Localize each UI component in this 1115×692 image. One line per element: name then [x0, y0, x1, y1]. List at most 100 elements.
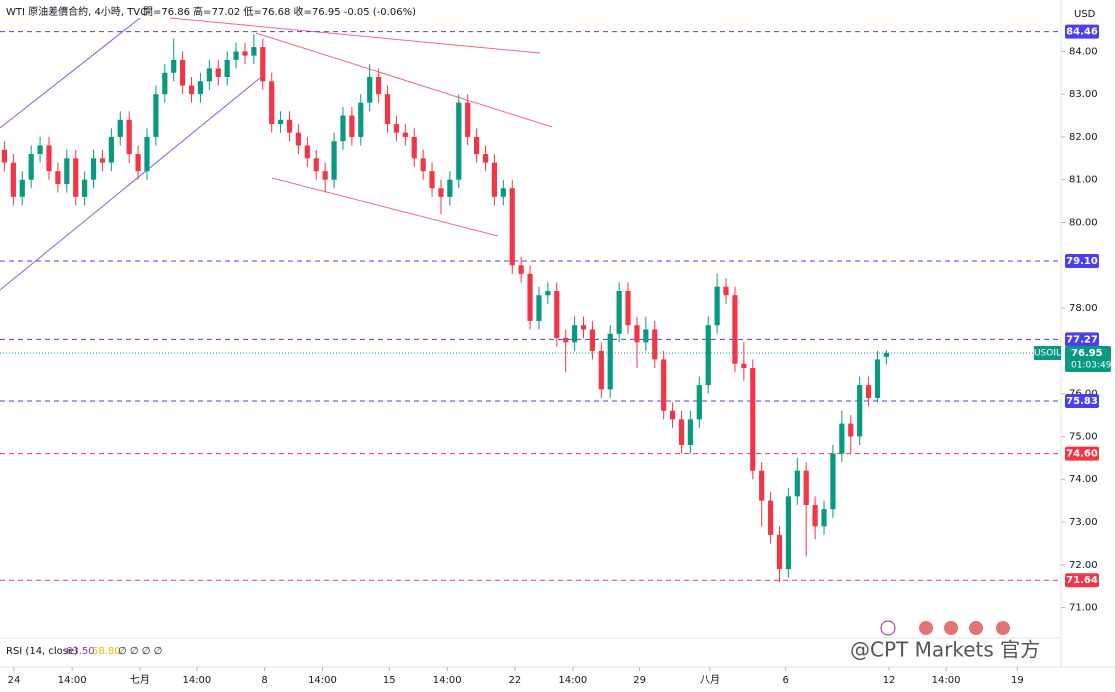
price-label: 76.95 [1071, 348, 1103, 359]
candle-body [153, 94, 159, 137]
event-icon[interactable] [944, 621, 958, 635]
candle-body [19, 179, 25, 197]
candle-body [687, 419, 694, 446]
candle-body [420, 158, 426, 172]
y-tick-label: 80.00 [1069, 218, 1098, 229]
candle-body [402, 132, 408, 137]
y-tick-label: 74.00 [1069, 474, 1098, 485]
symbol: WTI 原油差價合約, 4小時, TVC [6, 5, 147, 18]
y-tick-label: 71.00 [1069, 603, 1098, 614]
candle-body [438, 188, 444, 197]
level-label: 71.64 [1066, 575, 1098, 586]
channel-line [0, 17, 141, 129]
candle-body [554, 290, 560, 339]
candle-body [696, 385, 702, 420]
y-tick-label: 82.00 [1069, 132, 1098, 143]
candle-body [803, 470, 809, 505]
candle-body [126, 119, 132, 155]
candle-body [46, 145, 52, 172]
candle-body [661, 359, 667, 411]
trend-line [271, 177, 499, 237]
x-tick-label: 22 [509, 675, 522, 686]
candle-body [848, 423, 854, 437]
candle-body [117, 119, 123, 137]
candle-body [340, 115, 346, 142]
candle-body [456, 102, 462, 180]
level-tag [1065, 393, 1099, 408]
trend-line [169, 17, 541, 54]
event-icon[interactable] [969, 621, 983, 635]
candle-body [162, 72, 168, 95]
candle-body [580, 325, 587, 330]
candle-body [10, 162, 16, 197]
level-tag [1065, 254, 1099, 269]
level-label: 75.83 [1066, 396, 1098, 407]
candle-body [73, 158, 79, 197]
x-tick-label: 15 [383, 675, 396, 686]
x-tick-label: 14:00 [558, 675, 587, 686]
rsi-value: 63.50 [66, 646, 95, 657]
candle-body [607, 333, 613, 390]
candle-body [865, 385, 872, 398]
candle-body [108, 136, 114, 163]
candle-body [536, 295, 542, 321]
candle-body [224, 59, 230, 78]
candle-body [625, 290, 631, 326]
level-label: 77.27 [1066, 334, 1098, 345]
candle-body [482, 154, 489, 163]
candle-body [1, 149, 8, 163]
candle-body [883, 353, 889, 357]
y-tick-label: 81.00 [1069, 175, 1098, 186]
y-tick-label: 75.00 [1069, 431, 1098, 442]
candle-body [750, 367, 756, 471]
candle-body [358, 102, 364, 137]
candle-body [188, 85, 195, 95]
candle-body [28, 154, 34, 180]
y-tick-label: 72.00 [1069, 560, 1098, 571]
candle-body [812, 504, 818, 527]
currency: USD [1074, 9, 1096, 20]
candle-body [322, 171, 328, 180]
candle-body [206, 68, 212, 82]
candle-body [295, 132, 302, 146]
event-icon[interactable] [919, 621, 933, 635]
candle-body [776, 534, 783, 570]
candle-body [251, 47, 257, 56]
candle-body [286, 119, 293, 133]
event-icon[interactable] [996, 621, 1010, 635]
candle-body [874, 359, 881, 398]
candle-body [37, 145, 43, 155]
x-tick-label: 七月 [130, 674, 150, 686]
x-tick-label: 14:00 [433, 675, 462, 686]
price-tag [1065, 346, 1111, 373]
candle-body [135, 154, 141, 172]
candle-body [714, 286, 720, 326]
candle-body [705, 325, 711, 386]
candle-body [384, 94, 391, 125]
candle-body [393, 124, 400, 133]
x-tick-label: 八月 [700, 674, 720, 686]
watermark: @CPT Markets 官方 [850, 638, 1040, 662]
rsi-ma: 58.80 [92, 646, 121, 657]
candle-body [830, 453, 836, 510]
candle-body [616, 290, 622, 334]
candle-body [732, 295, 738, 364]
candle-body [643, 329, 649, 343]
event-icon[interactable] [880, 620, 896, 636]
level-tag [1065, 332, 1099, 347]
candle-body [571, 325, 578, 343]
candle-body [474, 136, 480, 155]
candle-body [491, 162, 498, 197]
candle-body [233, 51, 239, 60]
marks [0, 31, 1061, 582]
candle-body [509, 188, 515, 266]
candle-body [367, 77, 373, 103]
candle-body [278, 119, 284, 125]
x-tick-label: 19 [1011, 675, 1024, 686]
candle-body [447, 179, 453, 197]
symbol-label: USOIL [1034, 349, 1061, 359]
candle-body [242, 51, 248, 56]
candle-body [429, 171, 435, 189]
